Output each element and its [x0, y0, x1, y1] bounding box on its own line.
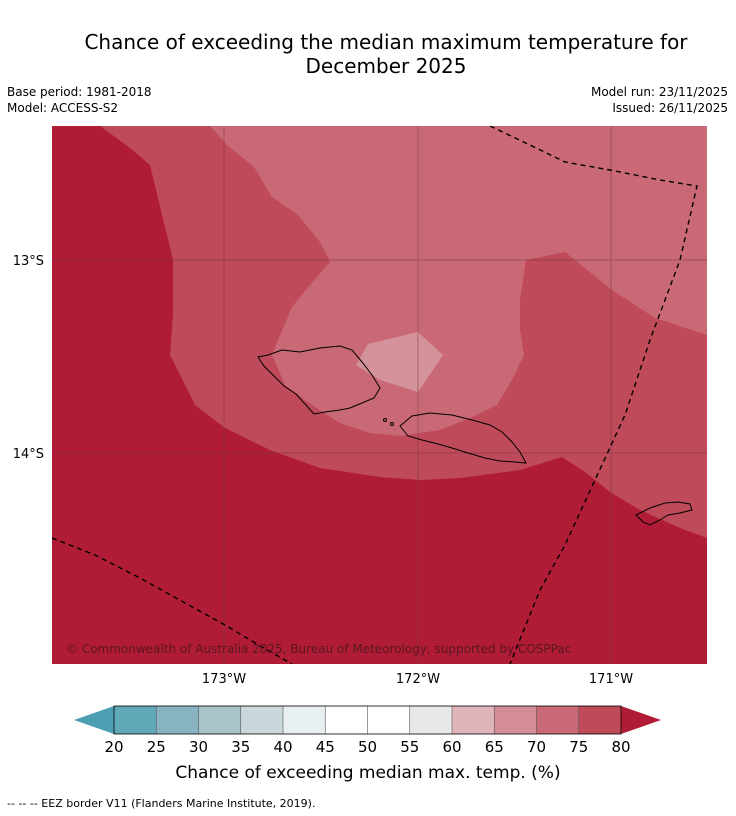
lon-label-172w: 172°W [396, 672, 440, 687]
region-65-70 [356, 332, 443, 392]
lon-label-173w: 173°W [202, 672, 246, 687]
issued-date: Issued: 26/11/2025 [612, 101, 728, 115]
colorbar-tick-label: 25 [147, 738, 166, 756]
colorbar-bin [198, 706, 242, 734]
colorbar-tick-label: 60 [442, 738, 461, 756]
meta-left: Base period: 1981-2018 Model: ACCESS-S2 [7, 84, 152, 116]
colorbar-bin [325, 706, 368, 734]
colorbar-under-arrow [74, 706, 114, 734]
model-name: Model: ACCESS-S2 [7, 101, 119, 115]
model-run: Model run: 23/11/2025 [590, 85, 728, 99]
island-upolu [399, 412, 527, 464]
colorbar-tick-label: 65 [485, 738, 504, 756]
axis-labels: 13°S 14°S 173°W 172°W 171°W [13, 254, 634, 687]
lat-label-14s: 14°S [13, 447, 44, 462]
colorbar: 20 25 30 35 40 45 50 55 60 65 70 75 80 Chance of exc… [74, 705, 661, 783]
eez-border-southwest [52, 537, 293, 664]
copyright-text: © Commonwealth of Australia 2025, Bureau… [66, 642, 571, 656]
island-manono [383, 418, 387, 422]
colorbar-bin [578, 706, 622, 734]
colorbar-outline [113, 705, 622, 735]
colorbar-bin [114, 706, 157, 734]
colorbar-bin [494, 706, 537, 734]
colorbar-bin [156, 706, 199, 734]
title-line-2: December 2025 [305, 54, 467, 78]
colorbar-tick-label: 20 [104, 738, 123, 756]
region-70-75 [210, 126, 707, 436]
lon-label-171w: 171°W [589, 672, 633, 687]
eez-footnote: -- -- -- EEZ border V11 (Flanders Marine… [7, 797, 316, 810]
colorbar-tick-label: 70 [527, 738, 546, 756]
base-period: Base period: 1981-2018 [7, 85, 152, 99]
lat-label-13s: 13°S [13, 254, 44, 269]
colorbar-tick-label: 30 [189, 738, 208, 756]
colorbar-tick-label: 75 [569, 738, 588, 756]
colorbar-bin [367, 706, 411, 734]
eez-borders [52, 126, 698, 664]
island-savaii [257, 345, 381, 415]
colorbar-tick-label: 35 [231, 738, 250, 756]
meta-right: Model run: 23/11/2025 Issued: 26/11/2025 [591, 84, 728, 116]
graticule [52, 126, 707, 664]
colorbar-bin [452, 706, 495, 734]
colorbar-bin [536, 706, 580, 734]
colorbar-tick-label: 55 [400, 738, 419, 756]
colorbar-tick-label: 40 [273, 738, 292, 756]
colorbar-tick-label: 80 [611, 738, 630, 756]
colorbar-bin [283, 706, 326, 734]
colorbar-over-arrow [621, 706, 661, 734]
colorbar-label: Chance of exceeding median max. temp. (%… [175, 763, 560, 783]
colorbar-bin [240, 706, 284, 734]
colorbar-bin [409, 706, 453, 734]
colorbar-tick-label: 50 [358, 738, 377, 756]
island-tutuila [635, 501, 693, 526]
eez-border-north [489, 126, 698, 664]
title-line-1: Chance of exceeding the median maximum t… [84, 30, 688, 54]
map-area: © Commonwealth of Australia 2025, Bureau… [52, 126, 707, 664]
colorbar-tick-label: 45 [316, 738, 335, 756]
map-title: Chance of exceeding the median maximum t… [20, 30, 736, 78]
island-apolima [390, 422, 394, 426]
coastlines [257, 345, 693, 526]
